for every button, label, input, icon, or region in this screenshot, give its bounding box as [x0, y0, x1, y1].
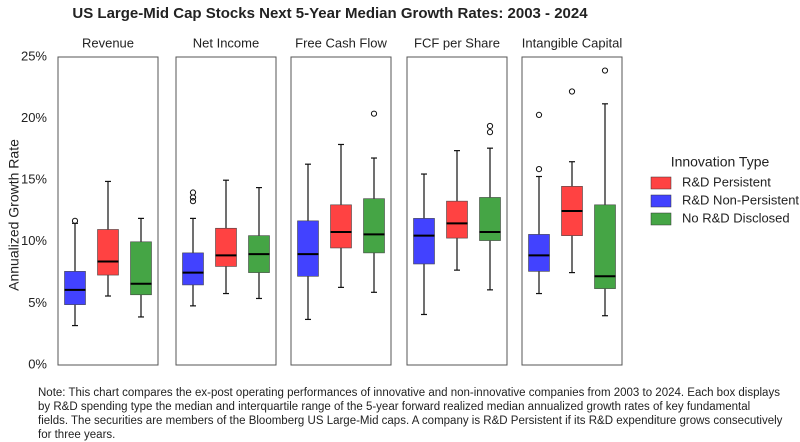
outlier	[535, 111, 543, 119]
box	[330, 204, 352, 249]
facet-panel	[57, 56, 159, 366]
outlier	[370, 110, 378, 117]
facet-title: Intangible Capital	[522, 35, 623, 50]
y-tick-label: 25%	[21, 48, 47, 63]
facet-title: FCF per Share	[414, 35, 500, 50]
y-axis-label: Annualized Growth Rate	[6, 139, 22, 291]
box	[363, 198, 385, 254]
outlier	[486, 129, 494, 136]
outlier	[189, 194, 197, 201]
chart: US Large-Mid Cap Stocks Next 5-Year Medi…	[6, 5, 800, 371]
outlier	[189, 198, 197, 205]
legend-label: R&D Non-Persistent	[682, 192, 799, 207]
legend-label: R&D Persistent	[682, 174, 771, 189]
facet-panel	[175, 56, 277, 366]
outlier	[189, 189, 197, 196]
box	[130, 241, 152, 296]
y-tick-label: 15%	[21, 172, 47, 187]
box	[182, 252, 204, 286]
box	[479, 197, 501, 241]
outlier	[535, 166, 543, 173]
outlier	[486, 122, 494, 130]
box	[413, 218, 435, 265]
box	[97, 229, 119, 276]
box	[594, 204, 616, 289]
y-tick-label: 10%	[21, 233, 47, 248]
box	[297, 220, 319, 277]
legend-title: Innovation Type	[671, 154, 770, 170]
y-tick-label: 20%	[21, 110, 47, 125]
y-tick-label: 5%	[28, 295, 47, 310]
facet-title: Revenue	[82, 35, 134, 50]
page: {"chart_data": {"type": "box", "title": …	[5, 4, 800, 441]
legend-swatch	[650, 176, 672, 190]
outlier	[71, 217, 79, 224]
y-tick-label: 0%	[28, 356, 47, 371]
legend-swatch	[650, 194, 672, 208]
facet-panel	[521, 56, 623, 366]
box	[215, 227, 237, 267]
facet-title: Net Income	[193, 35, 259, 50]
chart-title: US Large-Mid Cap Stocks Next 5-Year Medi…	[72, 5, 588, 22]
note: Note: This chart compares the ex-post op…	[38, 387, 783, 441]
outlier	[568, 88, 576, 95]
facet-title: Free Cash Flow	[295, 35, 387, 50]
box	[64, 271, 86, 305]
legend-label: No R&D Disclosed	[682, 210, 790, 225]
facet-panel	[406, 56, 508, 366]
outlier	[601, 67, 609, 74]
legend-swatch	[650, 212, 672, 226]
box	[528, 234, 550, 272]
facet-panel	[290, 56, 392, 366]
box	[446, 200, 468, 239]
